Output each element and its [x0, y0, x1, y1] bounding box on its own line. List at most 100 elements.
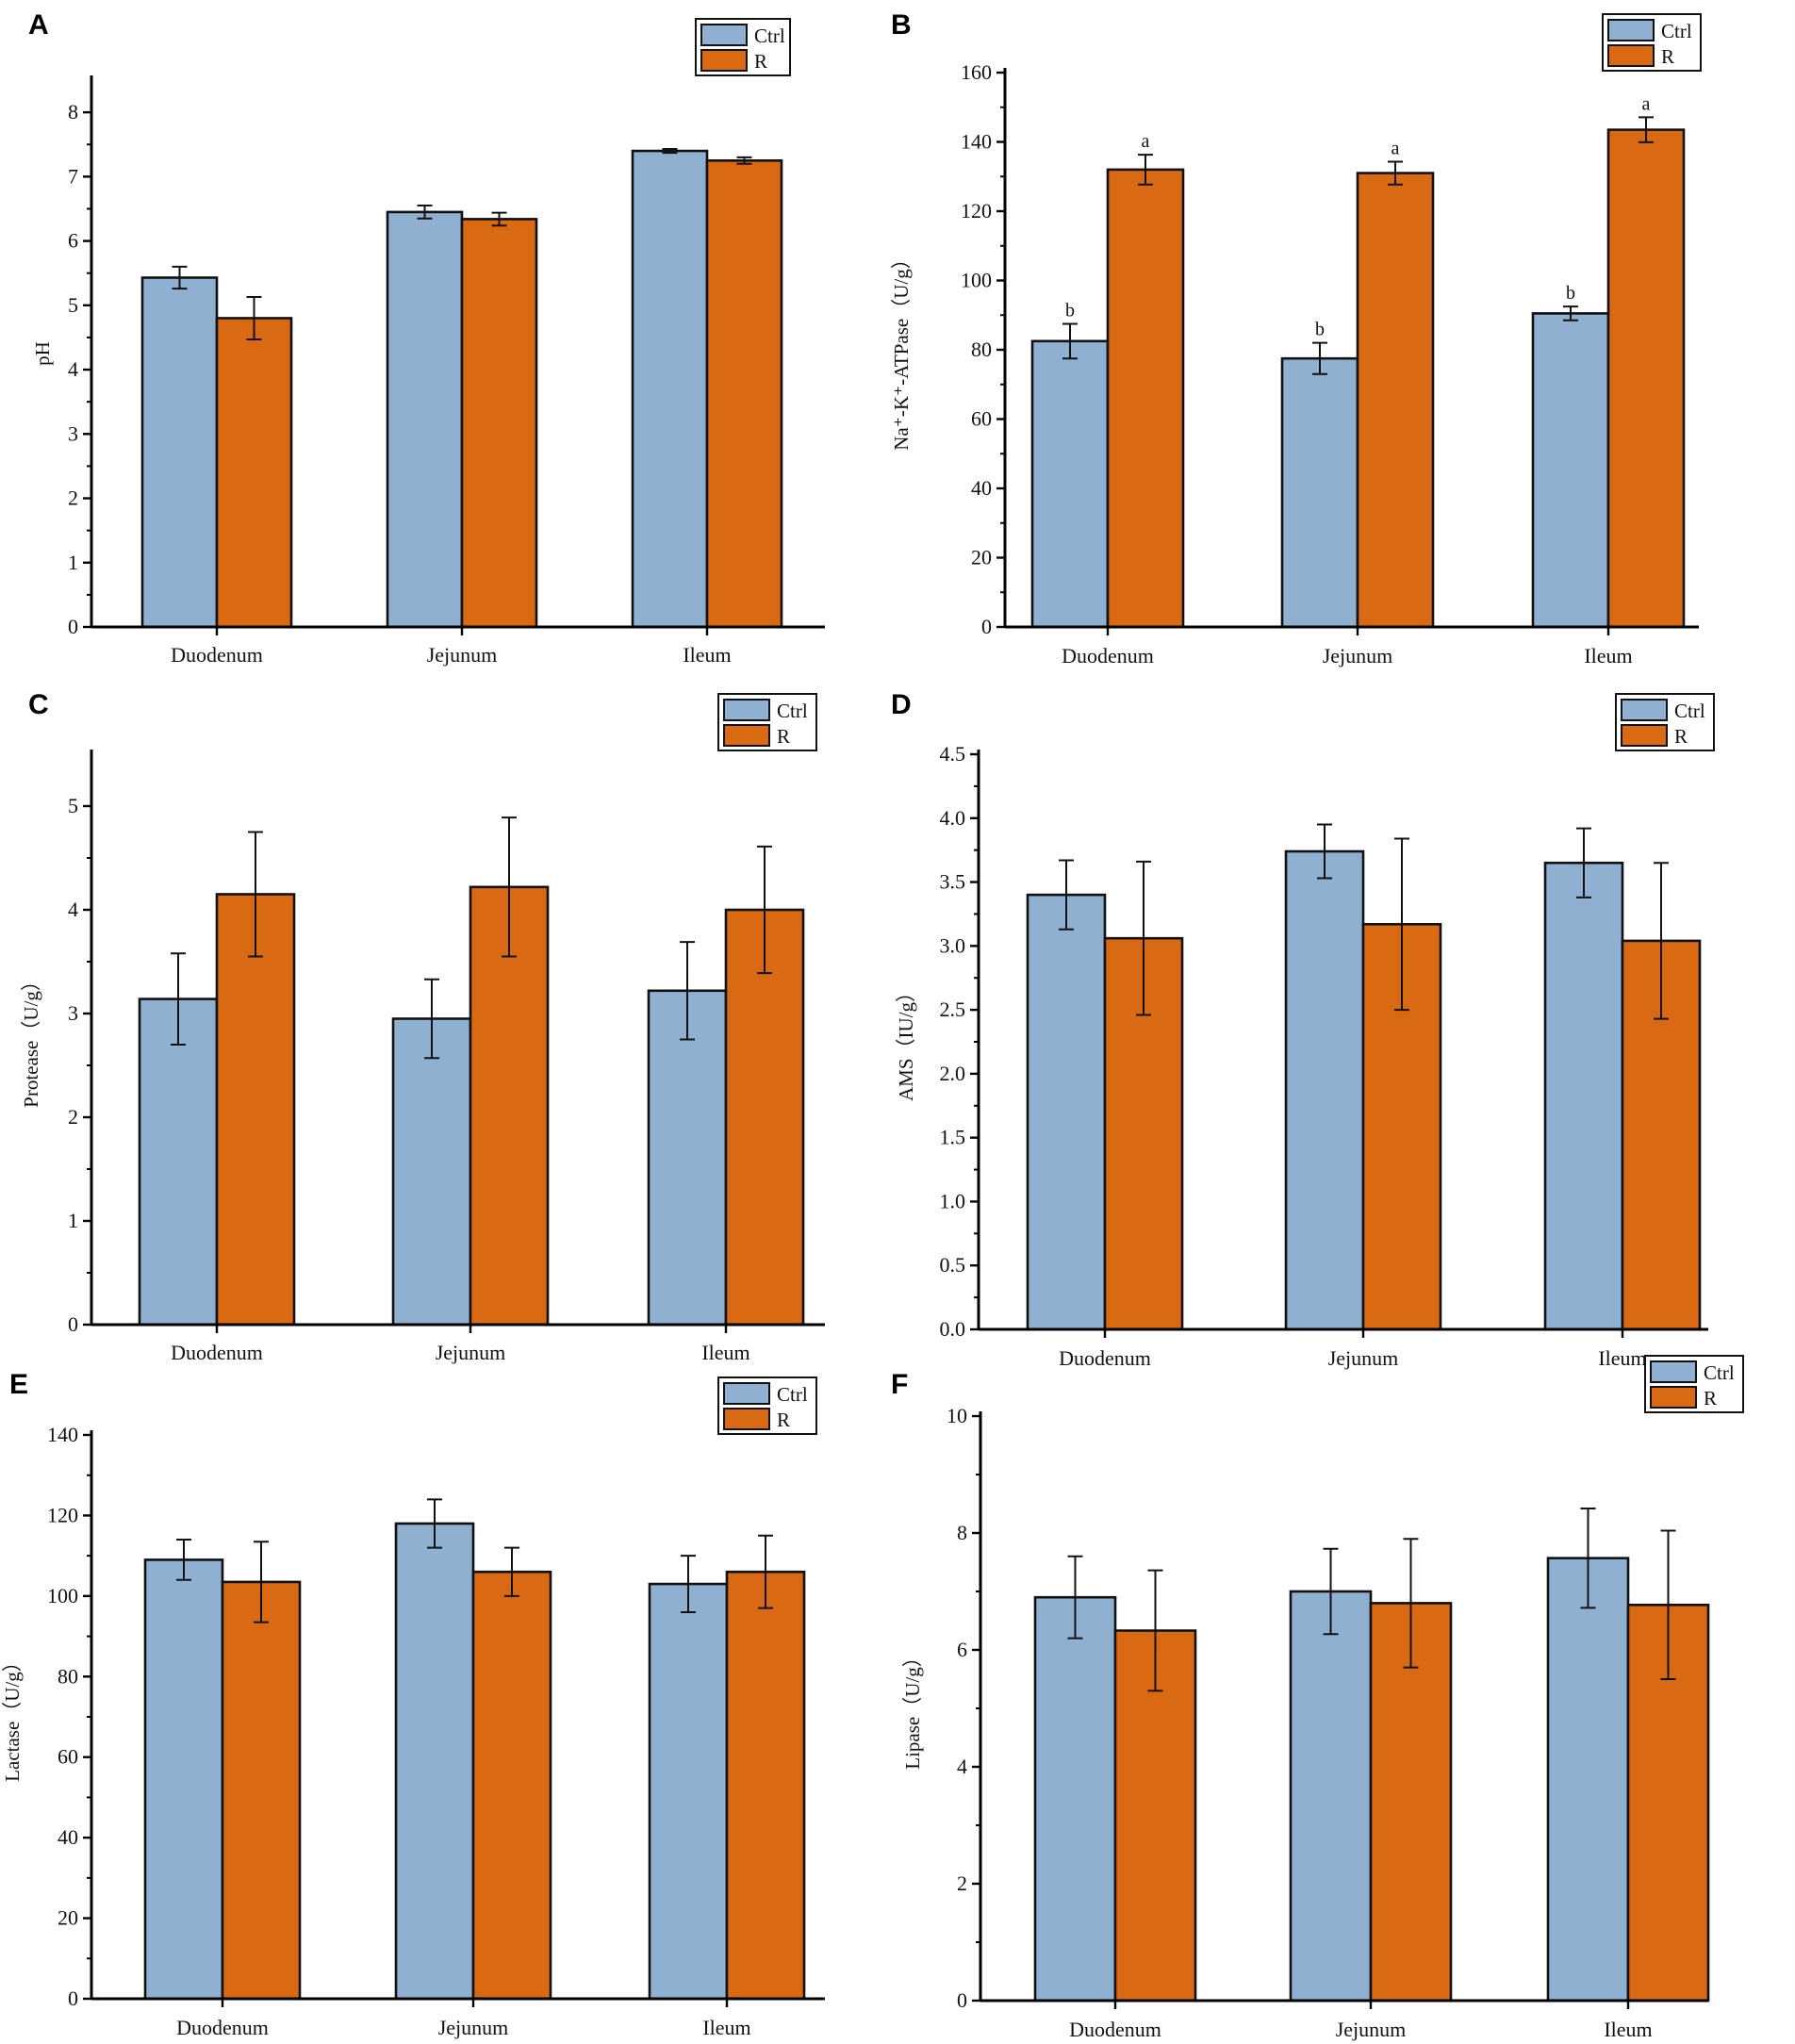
y-tick-label: 140 — [47, 1423, 78, 1446]
y-tick-label: 0 — [68, 1986, 78, 2010]
bar-ctrl-duodenum — [1033, 1595, 1117, 2003]
legend-swatch-ctrl — [1650, 1360, 1697, 1383]
error-bar — [1388, 160, 1403, 186]
x-tick-label: Ileum — [701, 1341, 749, 1364]
bar-r-duodenum — [1113, 1629, 1197, 2003]
legend-label: R — [1674, 725, 1688, 748]
error-bar — [172, 265, 188, 290]
bar-r-ileum — [724, 908, 805, 1327]
legend-label: Ctrl — [1661, 20, 1692, 42]
bar-r-jejunum — [1369, 1602, 1453, 2003]
error-bar — [1067, 1555, 1083, 1640]
y-tick-label: 3.0 — [940, 933, 966, 957]
x-tick-label: Jejunum — [1328, 1346, 1399, 1370]
legend-swatch-r — [1607, 44, 1655, 67]
panel-label: C — [28, 689, 49, 720]
error-bar — [736, 156, 752, 165]
legend-swatch-ctrl — [723, 1382, 770, 1405]
error-bar — [1563, 305, 1578, 321]
y-tick-label: 1.5 — [940, 1126, 966, 1149]
error-bar — [424, 978, 439, 1060]
legend-swatch-r — [700, 49, 748, 72]
legend-label: Ctrl — [1674, 700, 1705, 722]
x-tick-label: Duodenum — [171, 643, 263, 667]
error-bar — [504, 1546, 519, 1597]
y-tick-label: 0 — [68, 615, 78, 638]
x-tick-label: Ileum — [1598, 1346, 1646, 1370]
x-tick-label: Jejunum — [427, 643, 498, 667]
panel-label: D — [891, 689, 912, 720]
error-bar — [680, 941, 695, 1041]
panel-d: D 0.0 0.5 1.0 1.5 2.0 2.5 3.0 3.5 4.0 4.5 Duodenum J… — [891, 689, 1715, 1370]
y-tick-label: 160 — [961, 60, 992, 84]
y-tick-label: 0.0 — [940, 1317, 966, 1341]
legend-label: R — [754, 50, 767, 73]
error-bar — [1403, 1538, 1419, 1669]
legend: Ctrl R — [695, 18, 791, 76]
error-bar — [1576, 827, 1591, 898]
error-bar — [427, 1498, 442, 1549]
x-tick-label: Duodenum — [171, 1341, 263, 1364]
bar-ctrl-ileum — [1546, 1557, 1630, 2003]
error-bar — [757, 845, 772, 975]
bar-r-duodenum — [215, 893, 296, 1327]
error-bar — [758, 1534, 773, 1609]
y-axis-label: Lactase（U/g） — [1, 1652, 24, 1782]
y-tick-label: 5 — [68, 794, 78, 817]
bar-ctrl-duodenum — [140, 276, 219, 629]
y-tick-label: 40 — [971, 476, 992, 500]
x-tick-label: Jejunum — [438, 2016, 509, 2039]
panel-label: E — [9, 1369, 28, 1400]
y-tick-label: 60 — [971, 407, 992, 431]
error-bar — [248, 831, 263, 958]
bar-ctrl-jejunum — [394, 1522, 475, 2001]
y-tick-label: 100 — [47, 1584, 78, 1607]
y-tick-label: 60 — [58, 1745, 78, 1769]
bar-ctrl-jejunum — [1280, 356, 1359, 629]
y-tick-label: 120 — [961, 199, 992, 223]
y-tick-label: 0.5 — [940, 1253, 966, 1277]
error-bar — [176, 1539, 191, 1581]
legend-label: Ctrl — [777, 1383, 808, 1406]
x-tick-label: Jejunum — [436, 1341, 506, 1364]
legend: Ctrl R — [717, 1376, 817, 1435]
bar-ctrl-jejunum — [391, 1017, 472, 1327]
y-tick-label: 40 — [58, 1825, 78, 1849]
bar-r-ileum — [1606, 128, 1686, 629]
error-bar — [502, 816, 517, 958]
legend-label: Ctrl — [1704, 1361, 1735, 1384]
bar-r-ileum — [705, 158, 783, 629]
significance-letter: b — [1566, 283, 1575, 304]
error-bar — [1323, 1547, 1339, 1636]
legend-swatch-ctrl — [1607, 19, 1655, 41]
y-tick-label: 4 — [68, 357, 78, 381]
y-axis-label: Na⁺-K⁺-ATPase（U/g） — [890, 249, 913, 450]
legend-label: R — [1704, 1387, 1717, 1409]
x-tick-label: Jejunum — [1323, 644, 1393, 668]
bar-ctrl-ileum — [1531, 312, 1610, 629]
bar-ctrl-ileum — [648, 1582, 729, 2001]
bar-ctrl-ileum — [1543, 861, 1624, 1331]
y-axis-label: Lipase（U/g） — [901, 1647, 924, 1769]
x-tick-label: Ileum — [702, 2016, 750, 2039]
bar-r-duodenum — [1106, 168, 1185, 629]
y-tick-label: 4.0 — [940, 806, 966, 830]
error-bar — [681, 1555, 696, 1613]
y-tick-label: 0 — [957, 1988, 967, 2012]
error-bar — [491, 211, 507, 227]
legend-swatch-r — [1650, 1386, 1697, 1409]
bar-ctrl-duodenum — [1030, 339, 1110, 629]
y-tick-label: 2.5 — [940, 997, 966, 1021]
legend-label: Ctrl — [777, 700, 808, 722]
y-tick-label: 2 — [957, 1871, 967, 1895]
bar-r-jejunum — [460, 218, 538, 629]
y-tick-label: 1 — [68, 551, 78, 574]
x-tick-label: Duodenum — [176, 2016, 269, 2039]
y-tick-label: 0 — [981, 615, 992, 638]
legend: Ctrl R — [1602, 13, 1702, 72]
y-tick-label: 4 — [957, 1755, 967, 1778]
error-bar — [246, 295, 262, 340]
error-bar — [1312, 341, 1327, 375]
bar-r-jejunum — [1356, 172, 1435, 629]
panel-e: E 0 20 40 60 80 100 120 140 Duodenum Jejunum Ileum L… — [1, 1369, 825, 2039]
